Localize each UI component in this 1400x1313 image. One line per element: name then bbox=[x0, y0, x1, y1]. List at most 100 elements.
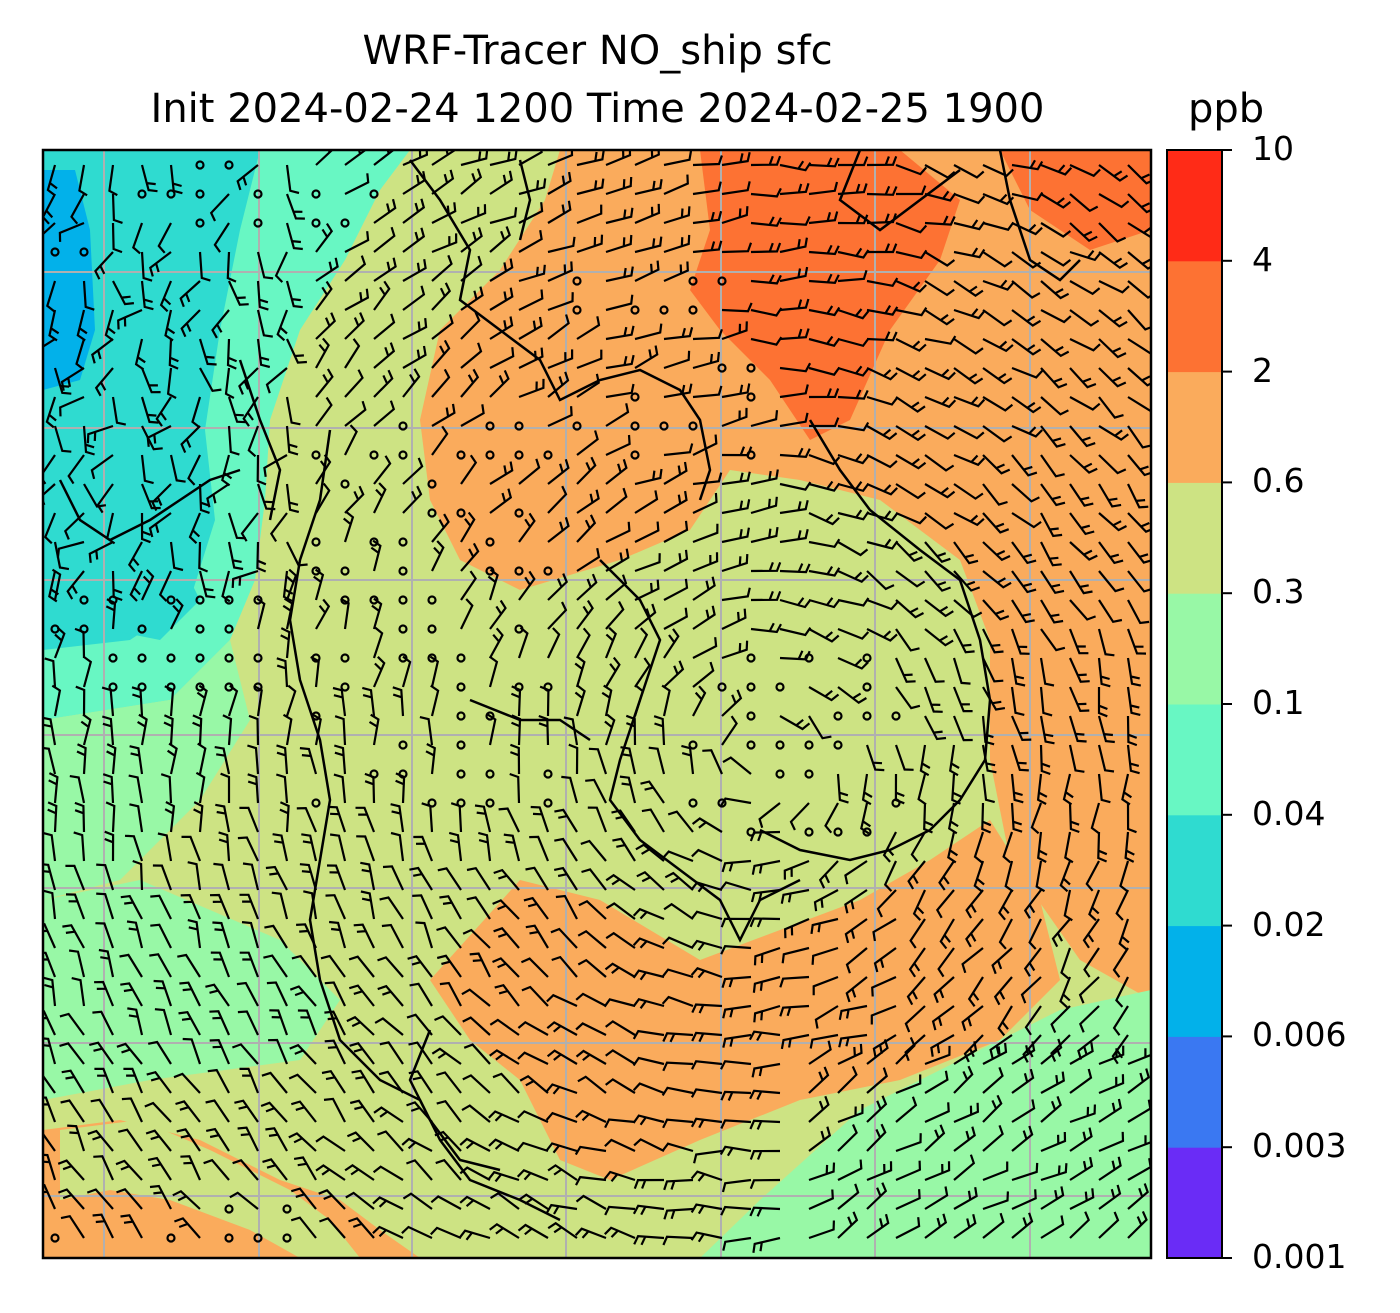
wind-barb bbox=[155, 396, 172, 427]
wind-barb bbox=[163, 714, 174, 746]
wind-barb bbox=[813, 889, 839, 912]
wind-barb bbox=[180, 893, 202, 920]
wind-barb bbox=[313, 568, 325, 601]
map-title: WRF-Tracer NO_ship sfc bbox=[362, 28, 833, 74]
wind-barb bbox=[1040, 222, 1072, 238]
wind-barb bbox=[895, 338, 927, 352]
calm-wind-circle bbox=[340, 218, 350, 228]
wind-barb bbox=[1069, 1068, 1093, 1094]
calm-wind-circle bbox=[50, 624, 60, 634]
wind-barb bbox=[1040, 599, 1064, 624]
wind-barb bbox=[325, 894, 347, 920]
wind-barb bbox=[908, 947, 926, 978]
wind-barb bbox=[619, 775, 637, 804]
wind-barb bbox=[663, 549, 689, 572]
wind-barb bbox=[239, 951, 260, 978]
wind-barb bbox=[605, 354, 635, 370]
wind-barb bbox=[360, 861, 376, 891]
wind-barb bbox=[576, 547, 601, 572]
wind-barb bbox=[779, 1004, 810, 1017]
wind-barb bbox=[262, 1158, 288, 1181]
wind-barb bbox=[750, 526, 779, 544]
wind-barb bbox=[663, 383, 693, 399]
wind-barb bbox=[436, 926, 462, 949]
wind-barb bbox=[837, 1159, 863, 1181]
wind-barb bbox=[238, 367, 259, 395]
calm-wind-circle bbox=[485, 798, 495, 808]
wind-barb bbox=[150, 923, 172, 949]
wind-barb bbox=[783, 859, 810, 880]
wind-barb bbox=[1039, 657, 1055, 687]
wind-barb bbox=[953, 570, 981, 592]
wind-barb bbox=[227, 541, 244, 571]
wind-barb bbox=[662, 936, 694, 950]
colorbar-units: ppb bbox=[1188, 86, 1265, 132]
wind-barb bbox=[547, 406, 573, 427]
calm-wind-circle bbox=[50, 247, 60, 257]
wind-barb bbox=[1069, 367, 1097, 389]
wind-barb bbox=[1036, 773, 1048, 805]
wind-barb bbox=[53, 425, 72, 453]
wind-barb bbox=[634, 323, 663, 341]
wind-barb bbox=[924, 190, 957, 202]
wind-barb bbox=[315, 257, 339, 282]
wind-barb bbox=[1127, 483, 1149, 509]
wind-barb bbox=[808, 1220, 835, 1240]
wind-barb bbox=[463, 1043, 491, 1065]
wind-barb bbox=[43, 716, 57, 746]
wind-barb bbox=[285, 568, 298, 601]
calm-wind-circle bbox=[398, 740, 408, 750]
wind-barb bbox=[611, 809, 636, 833]
wind-barb bbox=[953, 308, 986, 320]
wind-barb bbox=[63, 512, 85, 540]
wind-barb bbox=[783, 917, 810, 939]
wind-barb bbox=[953, 1187, 978, 1210]
wind-barb bbox=[750, 562, 782, 573]
wind-barb bbox=[489, 226, 511, 253]
wind-barb bbox=[177, 953, 201, 978]
wind-barb bbox=[94, 367, 114, 397]
wind-barb bbox=[94, 1067, 115, 1094]
wind-barb bbox=[198, 541, 209, 573]
wind-barb bbox=[722, 756, 752, 775]
wind-barb bbox=[605, 176, 633, 196]
wind-barb bbox=[866, 1182, 888, 1210]
wind-barb bbox=[106, 743, 117, 775]
wind-barb bbox=[489, 1018, 520, 1036]
calm-wind-circle bbox=[311, 653, 321, 663]
wind-barb bbox=[1011, 570, 1037, 594]
wind-barb bbox=[982, 251, 1013, 268]
wind-barb bbox=[489, 287, 514, 311]
wind-barb bbox=[721, 527, 750, 544]
wind-barb bbox=[749, 1206, 781, 1217]
wind-barb bbox=[982, 1125, 1004, 1152]
wind-barb bbox=[692, 155, 723, 167]
wind-barb bbox=[116, 1188, 143, 1210]
wind-barb bbox=[838, 156, 869, 167]
wind-barb bbox=[43, 746, 57, 775]
wind-barb bbox=[663, 1178, 694, 1191]
calm-wind-circle bbox=[543, 450, 553, 460]
wind-barb bbox=[692, 385, 723, 399]
wind-barb bbox=[882, 831, 897, 863]
wind-barb bbox=[431, 339, 451, 369]
wind-barb bbox=[691, 817, 723, 833]
wind-barb bbox=[576, 349, 603, 370]
wind-barb bbox=[953, 219, 986, 231]
wind-barb bbox=[924, 1124, 946, 1152]
wind-barb bbox=[372, 1225, 404, 1239]
wind-barb bbox=[1078, 1005, 1100, 1033]
calm-wind-circle bbox=[891, 711, 901, 721]
wind-barb bbox=[634, 490, 659, 514]
wind-barb bbox=[154, 1008, 173, 1036]
wind-barb bbox=[750, 469, 779, 486]
wind-barb bbox=[265, 367, 288, 394]
wind-barb bbox=[431, 169, 455, 195]
wind-barb bbox=[982, 309, 1013, 327]
wind-barb bbox=[180, 425, 201, 454]
wind-barb bbox=[402, 457, 424, 485]
wind-barb bbox=[837, 569, 869, 584]
wind-barb bbox=[265, 1127, 288, 1152]
wind-barb bbox=[460, 227, 483, 253]
calm-wind-circle bbox=[862, 711, 872, 721]
